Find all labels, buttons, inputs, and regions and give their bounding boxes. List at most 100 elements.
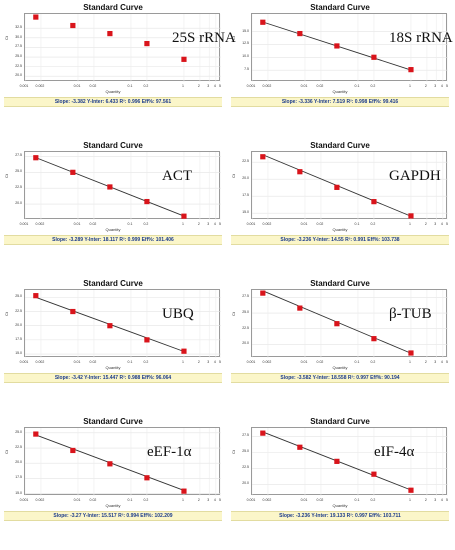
y-tick-label: 17.5 — [242, 193, 249, 198]
data-point — [144, 198, 150, 205]
data-point — [297, 305, 303, 311]
x-tick-label: 0.001 — [19, 360, 29, 364]
x-axis-label: Quantity — [105, 227, 121, 232]
data-point — [33, 155, 39, 161]
data-point — [297, 444, 303, 450]
data-point — [33, 293, 39, 299]
y-tick-label: 22.5 — [242, 325, 249, 330]
x-tick-label: 0.002 — [262, 222, 272, 226]
y-tick-label: 25.0 — [15, 169, 22, 174]
data-point — [181, 213, 187, 219]
x-axis-label: Quantity — [105, 503, 121, 508]
data-point — [334, 458, 340, 464]
x-tick-label: 0.2 — [143, 222, 149, 226]
x-tick-label: 0.01 — [300, 84, 308, 88]
y-tick-label: 10.0 — [242, 54, 249, 59]
stats-bar: Slope: -3.27 Y-Inter: 15.517 R²: 0.994 E… — [4, 511, 222, 521]
x-tick-label: 0.2 — [143, 84, 149, 88]
x-tick-label: 0.002 — [262, 84, 272, 88]
x-tick-label: 1 — [181, 222, 184, 226]
y-tick-label: 20.0 — [242, 341, 249, 346]
y-tick-label: 22.5 — [242, 465, 249, 470]
x-tick-label: 4 — [440, 84, 443, 88]
x-tick-label: 5 — [219, 84, 221, 88]
plot-svg — [25, 152, 221, 220]
x-axis-label: Quantity — [332, 503, 348, 508]
x-tick-label: 1 — [408, 498, 411, 502]
x-tick-label: 5 — [446, 84, 448, 88]
y-tick-label: 15.0 — [15, 490, 22, 495]
chart-title: Standard Curve — [83, 141, 143, 150]
x-tick-label: 0.02 — [316, 360, 324, 364]
data-point — [408, 213, 414, 219]
data-point — [260, 430, 266, 436]
x-tick-label: 2 — [424, 84, 427, 88]
stats-bar: Slope: -3.289 Y-Inter: 18.117 R²: 0.999 … — [4, 235, 222, 245]
data-point — [334, 184, 340, 190]
data-point — [107, 30, 113, 37]
x-tick-label: 0.2 — [370, 222, 376, 226]
plot-area — [24, 151, 221, 220]
plot-svg — [252, 152, 448, 220]
x-tick-label: 0.002 — [262, 498, 272, 502]
gene-label: UBQ — [162, 306, 194, 322]
chart-panel: Standard Curve ACT Ct 20.0 22.5 25.0 27.5 0.001… — [2, 138, 224, 269]
x-tick-label: 3 — [434, 84, 437, 88]
x-tick-label: 5 — [219, 360, 221, 364]
x-tick-label: 0.2 — [143, 360, 149, 364]
y-tick-label: 22.5 — [15, 63, 22, 68]
x-tick-label: 0.001 — [246, 222, 256, 226]
x-tick-label: 3 — [207, 222, 210, 226]
x-tick-label: 0.001 — [246, 498, 256, 502]
stats-bar: Slope: -3.582 Y-Inter: 18.558 R²: 0.997 … — [231, 373, 449, 383]
data-point — [297, 30, 303, 37]
x-tick-label: 4 — [440, 498, 443, 502]
x-tick-label: 1 — [181, 498, 184, 502]
chart-title: Standard Curve — [83, 3, 143, 12]
x-tick-label: 0.1 — [354, 222, 360, 226]
y-tick-label: 32.5 — [15, 25, 22, 30]
x-axis-label: Quantity — [105, 365, 121, 370]
x-tick-label: 1 — [181, 360, 184, 364]
plot-svg — [252, 428, 448, 496]
data-point — [181, 488, 187, 494]
data-point — [144, 337, 150, 343]
data-point — [260, 290, 266, 296]
stats-bar: Slope: -3.336 Y-Inter: 7.519 R²: 0.998 E… — [231, 97, 449, 107]
plot-area — [251, 13, 448, 82]
y-tick-label: 15.0 — [242, 28, 249, 33]
data-point — [334, 321, 340, 327]
y-axis-label: Ct — [4, 450, 9, 454]
x-tick-label: 0.01 — [300, 222, 308, 226]
data-point — [181, 348, 187, 354]
y-tick-label: 20.0 — [242, 481, 249, 486]
x-tick-label: 0.001 — [19, 84, 29, 88]
data-point — [33, 431, 39, 437]
data-point — [181, 56, 187, 62]
gene-label: 18S rRNA — [389, 30, 453, 46]
y-tick-label: 20.0 — [242, 176, 249, 181]
x-tick-label: 0.02 — [89, 222, 97, 226]
data-point — [408, 350, 414, 356]
plot-svg — [252, 290, 448, 358]
y-axis-label: Ct — [4, 174, 9, 178]
chart-title: Standard Curve — [83, 279, 143, 288]
data-point — [107, 184, 113, 190]
gene-label: eIF-4α — [374, 444, 415, 460]
x-tick-label: 4 — [440, 222, 443, 226]
y-axis-label: Ct — [4, 312, 9, 316]
plot-area — [251, 289, 448, 358]
y-tick-label: 20.0 — [15, 460, 22, 465]
x-tick-label: 5 — [219, 222, 221, 226]
chart-title: Standard Curve — [83, 417, 143, 426]
data-point — [33, 14, 39, 20]
x-tick-label: 3 — [207, 498, 210, 502]
x-tick-label: 4 — [440, 360, 443, 364]
x-tick-label: 0.1 — [127, 222, 133, 226]
x-tick-label: 0.02 — [89, 498, 97, 502]
x-tick-label: 0.1 — [354, 84, 360, 88]
x-tick-label: 0.02 — [89, 84, 97, 88]
x-tick-label: 2 — [424, 360, 427, 364]
chart-panel: Standard Curve UBQ Ct 15.0 17.5 20.0 22.5 25.0 0… — [2, 276, 224, 407]
chart-panel: Standard Curve eIF-4α Ct 20.0 22.5 25.0 27.5 0.… — [229, 414, 451, 545]
